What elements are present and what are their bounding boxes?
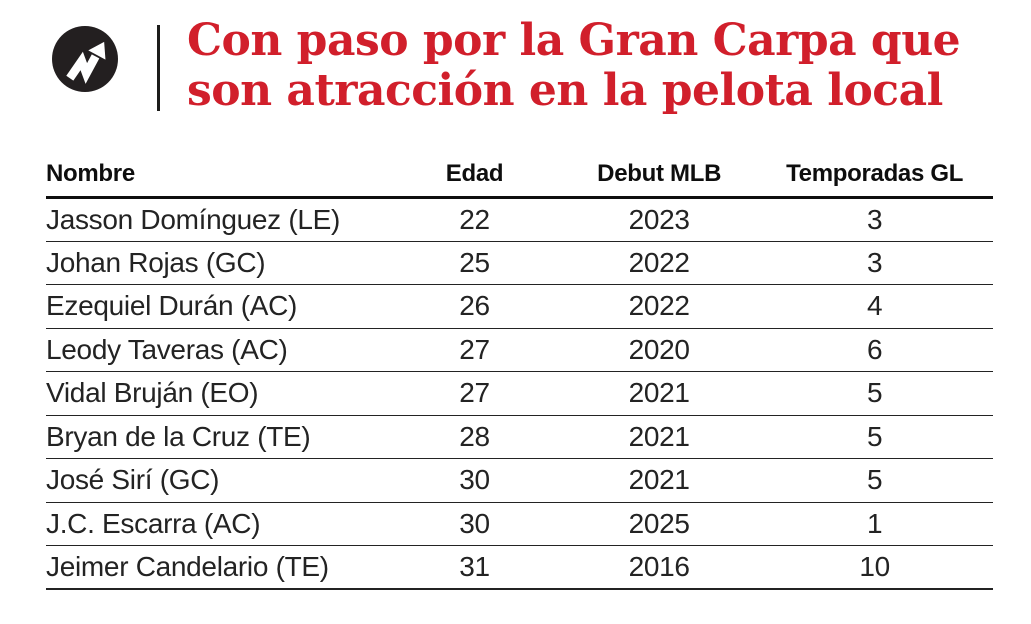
table-row: Johan Rojas (GC) 25 2022 3 <box>46 241 993 285</box>
table-row: Leody Taveras (AC) 27 2020 6 <box>46 328 993 372</box>
trending-arrow-icon <box>52 26 118 92</box>
value-cell: 2025 <box>562 502 757 546</box>
value-cell: 6 <box>756 328 993 372</box>
value-cell: 30 <box>386 458 563 503</box>
player-name-cell: Johan Rojas (GC) <box>46 241 387 285</box>
table-row: Vidal Bruján (EO) 27 2021 5 <box>46 371 993 416</box>
page-title-line2: son atracción en la pelota local <box>187 65 943 116</box>
table-header-row: Nombre Edad Debut MLB Temporadas GL <box>46 160 993 199</box>
column-header-nombre: Nombre <box>46 160 387 199</box>
value-cell: 3 <box>756 241 993 285</box>
value-cell: 25 <box>386 241 563 285</box>
column-header-debut-mlb: Debut MLB <box>562 160 757 199</box>
table-row: J.C. Escarra (AC) 30 2025 1 <box>46 502 993 546</box>
value-cell: 4 <box>756 284 993 329</box>
value-cell: 1 <box>756 502 993 546</box>
table-row: José Sirí (GC) 30 2021 5 <box>46 458 993 503</box>
value-cell: 31 <box>386 545 563 590</box>
value-cell: 10 <box>756 545 993 590</box>
value-cell: 26 <box>386 284 563 329</box>
value-cell: 2016 <box>562 545 757 590</box>
players-table: Nombre Edad Debut MLB Temporadas GL Jass… <box>46 160 993 590</box>
value-cell: 22 <box>386 197 563 242</box>
value-cell: 2021 <box>562 371 757 416</box>
table-row: Bryan de la Cruz (TE) 28 2021 5 <box>46 415 993 459</box>
player-name-cell: Ezequiel Durán (AC) <box>46 284 387 329</box>
player-name-cell: Bryan de la Cruz (TE) <box>46 415 387 459</box>
player-name-cell: José Sirí (GC) <box>46 458 387 503</box>
page-title: Con paso por la Gran Carpa que son atrac… <box>187 15 961 116</box>
players-table-container: Nombre Edad Debut MLB Temporadas GL Jass… <box>46 160 993 590</box>
value-cell: 3 <box>756 197 993 242</box>
value-cell: 2021 <box>562 415 757 459</box>
value-cell: 2020 <box>562 328 757 372</box>
table-row: Ezequiel Durán (AC) 26 2022 4 <box>46 284 993 329</box>
page-title-line1: Con paso por la Gran Carpa que <box>187 15 961 66</box>
value-cell: 5 <box>756 458 993 503</box>
player-name-cell: Leody Taveras (AC) <box>46 328 387 372</box>
player-name-cell: J.C. Escarra (AC) <box>46 502 387 546</box>
table-row: Jeimer Candelario (TE) 31 2016 10 <box>46 545 993 590</box>
table-row: Jasson Domínguez (LE) 22 2023 3 <box>46 197 993 242</box>
value-cell: 30 <box>386 502 563 546</box>
player-name-cell: Vidal Bruján (EO) <box>46 371 387 416</box>
player-name-cell: Jeimer Candelario (TE) <box>46 545 387 590</box>
value-cell: 2022 <box>562 284 757 329</box>
vertical-divider <box>157 25 160 111</box>
value-cell: 5 <box>756 415 993 459</box>
news-logo <box>52 26 118 92</box>
value-cell: 27 <box>386 371 563 416</box>
value-cell: 28 <box>386 415 563 459</box>
value-cell: 27 <box>386 328 563 372</box>
player-name-cell: Jasson Domínguez (LE) <box>46 197 387 242</box>
value-cell: 2021 <box>562 458 757 503</box>
value-cell: 2023 <box>562 197 757 242</box>
column-header-edad: Edad <box>386 160 563 199</box>
value-cell: 5 <box>756 371 993 416</box>
column-header-temporadas-gl: Temporadas GL <box>756 160 993 199</box>
value-cell: 2022 <box>562 241 757 285</box>
